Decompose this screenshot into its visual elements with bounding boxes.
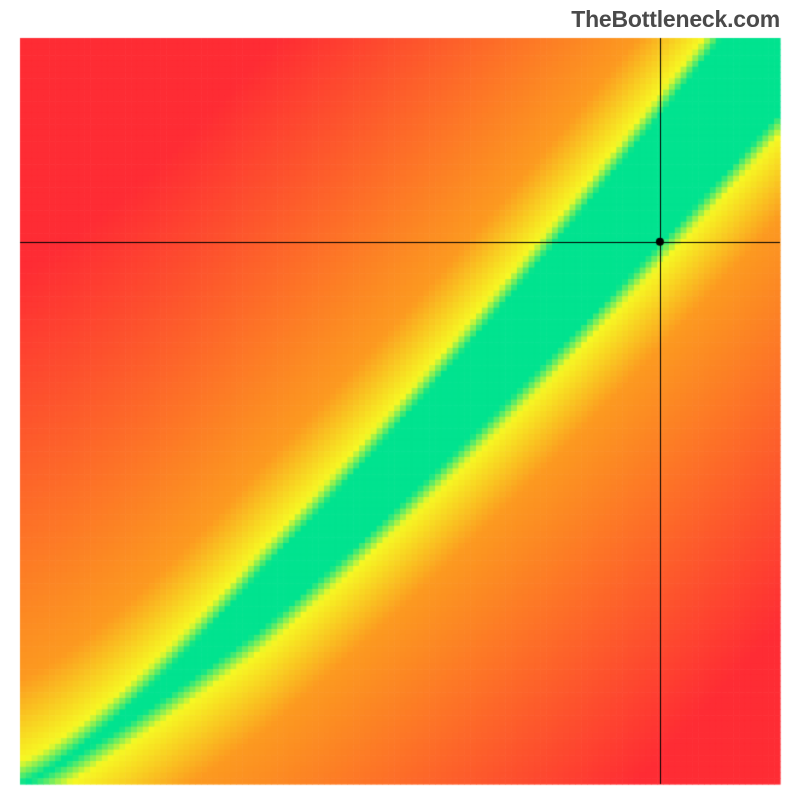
- watermark-text: TheBottleneck.com: [571, 6, 780, 33]
- chart-container: TheBottleneck.com: [0, 0, 800, 800]
- bottleneck-heatmap-canvas: [0, 0, 800, 800]
